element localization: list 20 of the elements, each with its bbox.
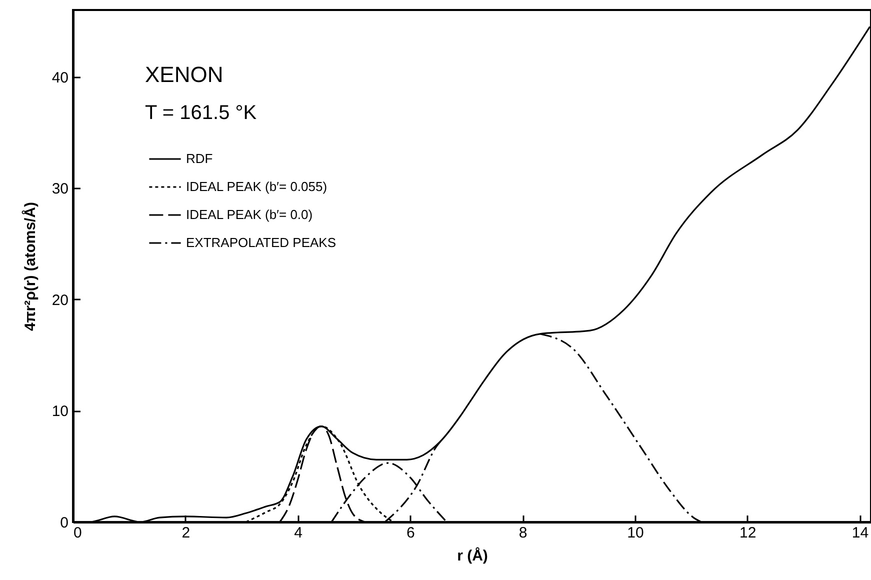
x-tick-label: 14 <box>852 524 869 542</box>
x-tick-label: 12 <box>740 524 756 542</box>
x-tick-label: 10 <box>627 524 644 542</box>
x-tick-label: 6 <box>406 524 415 542</box>
legend-label: IDEAL PEAK (b′= 0.0) <box>186 207 313 222</box>
x-tick-label: 4 <box>294 524 302 542</box>
text: T = 161.5 °K <box>145 102 258 124</box>
x-axis-title: r (Å) <box>457 546 488 564</box>
y-tick-label: 20 <box>52 292 68 309</box>
y-axis-title: 4πr²ρ(r) (atoms/Å) <box>20 202 39 332</box>
y-tick-label: 40 <box>52 69 68 86</box>
text: XENON <box>145 62 224 87</box>
legend-label: RDF <box>186 151 213 166</box>
x-tick-label: 2 <box>182 524 190 542</box>
x-tick-label: 8 <box>518 524 528 542</box>
y-tick-label: 30 <box>52 180 68 198</box>
y-tick-label: 10 <box>52 403 68 420</box>
x-tick-label: 0 <box>74 524 82 542</box>
legend-label: EXTRAPOLATED PEAKS <box>186 235 336 250</box>
legend-label: IDEAL PEAK (b′= 0.055) <box>186 179 328 194</box>
